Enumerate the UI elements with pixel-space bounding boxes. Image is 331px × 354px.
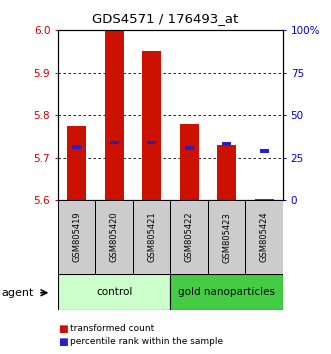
Text: ■: ■ xyxy=(58,324,68,333)
Bar xyxy=(184,147,194,150)
Bar xyxy=(217,145,236,200)
Bar xyxy=(58,200,95,274)
Bar xyxy=(95,200,133,274)
Bar xyxy=(208,200,246,274)
Text: GSM805420: GSM805420 xyxy=(110,212,119,263)
Text: transformed count: transformed count xyxy=(70,324,154,333)
Bar xyxy=(170,274,283,310)
Bar xyxy=(105,30,123,200)
Bar xyxy=(147,141,156,144)
Bar xyxy=(260,149,269,153)
Text: GSM805422: GSM805422 xyxy=(185,212,194,263)
Bar xyxy=(180,124,199,200)
Bar xyxy=(255,199,274,200)
Text: gold nanoparticles: gold nanoparticles xyxy=(178,287,275,297)
Bar xyxy=(222,142,231,145)
Text: GDS4571 / 176493_at: GDS4571 / 176493_at xyxy=(92,12,239,25)
Text: GSM805421: GSM805421 xyxy=(147,212,156,263)
Text: GSM805424: GSM805424 xyxy=(260,212,269,263)
Text: ■: ■ xyxy=(58,337,68,347)
Text: control: control xyxy=(96,287,132,297)
Text: GSM805423: GSM805423 xyxy=(222,212,231,263)
Bar xyxy=(170,200,208,274)
Bar xyxy=(133,200,170,274)
Text: agent: agent xyxy=(2,288,34,298)
Bar xyxy=(72,145,81,149)
Bar xyxy=(58,274,170,310)
Bar xyxy=(110,141,119,144)
Text: percentile rank within the sample: percentile rank within the sample xyxy=(70,337,223,346)
Bar xyxy=(246,200,283,274)
Text: GSM805419: GSM805419 xyxy=(72,212,81,263)
Bar xyxy=(142,51,161,200)
Bar xyxy=(67,126,86,200)
